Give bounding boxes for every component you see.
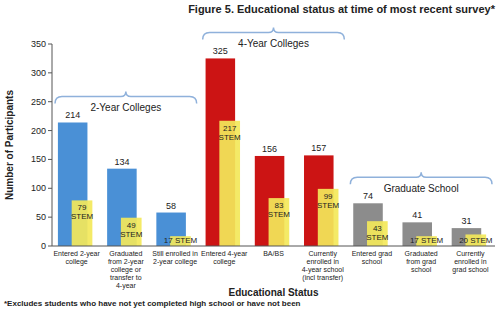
y-axis-title: Number of Participants [4, 90, 15, 200]
x-tick-label-line: from grad [406, 258, 436, 266]
x-tick-label-line: 4-year school [302, 266, 344, 274]
x-tick-label-line: 4-year [116, 282, 137, 290]
stem-label-line: 49 [127, 221, 136, 230]
stem-label: 20 STEM [459, 236, 493, 245]
x-tick-label: Entered 2-yearcollege [53, 250, 100, 266]
y-axis [52, 44, 53, 246]
x-tick-label-line: enrolled in [454, 258, 486, 265]
x-tick-label: BA/BS [263, 250, 284, 257]
x-tick-label-line: enrolled in [307, 258, 339, 265]
x-tick-label-line: Graduated [109, 250, 142, 257]
y-tick [48, 159, 52, 160]
group-label: 2-Year Colleges [90, 102, 161, 113]
x-tick-label: Still enrolled in2-year college [152, 250, 198, 266]
data-label: 157 [311, 143, 326, 153]
x-tick-label-line: college or [111, 266, 142, 274]
stem-label-line: 83 [274, 201, 283, 210]
stem-label: 43STEM [366, 224, 389, 242]
y-tick-label: 150 [31, 154, 46, 164]
data-label: 214 [65, 110, 80, 120]
stem-label-line: 217 [223, 124, 237, 133]
y-tick-label: 50 [36, 212, 46, 222]
stem-label-line: 99 [324, 192, 333, 201]
data-label: 325 [213, 46, 228, 56]
stem-label-line: STEM [268, 210, 291, 219]
x-tick-label-line: (incl transfer) [302, 274, 343, 282]
stem-label-line: STEM [317, 201, 340, 210]
stem-label: 17 STEM [164, 236, 198, 245]
stem-label-line: STEM [71, 212, 94, 221]
y-tick [48, 217, 52, 218]
group-label: 4-Year Colleges [238, 38, 309, 49]
x-tick-label-line: from 2-year [108, 258, 144, 266]
y-tick-label: 0 [41, 241, 46, 251]
stem-label: 83STEM [268, 201, 291, 219]
x-tick-label-line: 2-year college [153, 258, 197, 266]
x-tick-label-line: Currently [456, 250, 485, 258]
y-tick [48, 72, 52, 73]
stem-label: 99STEM [317, 192, 340, 210]
bars [58, 58, 486, 246]
x-tick-label: Currentlyenrolled in4-year school(incl t… [302, 250, 344, 282]
x-tick-label-line: Entered grad [352, 250, 393, 258]
data-label: 134 [114, 157, 129, 167]
data-label: 156 [262, 144, 277, 154]
data-label: 58 [166, 201, 176, 211]
x-tick-label-line: BA/BS [263, 250, 284, 257]
footnote: *Excludes students who have not yet comp… [4, 299, 301, 308]
stem-label-line: 43 [373, 224, 382, 233]
y-tick-label: 250 [31, 97, 46, 107]
x-tick-label-line: college [213, 258, 235, 266]
x-tick-label: Currentlyenrolled ingrad school [452, 250, 489, 274]
x-tick-label-line: Currently [309, 250, 338, 258]
data-label: 74 [363, 191, 373, 201]
stem-label-line: 79 [78, 203, 87, 212]
stem-label: 217STEM [219, 124, 242, 142]
y-tick-label: 300 [31, 68, 46, 78]
y-tick-label: 200 [31, 126, 46, 136]
x-tick-label-line: school [362, 258, 383, 265]
y-tick [48, 246, 52, 247]
y-tick [48, 188, 52, 189]
x-tick-label-line: transfer to [110, 274, 142, 281]
x-tick-label: Graduatedfrom 2-yearcollege ortransfer t… [108, 250, 144, 290]
x-axis [52, 246, 495, 247]
stem-label: 79STEM [71, 203, 94, 221]
x-tick-label-line: school [411, 266, 432, 273]
stem-bar [72, 200, 93, 246]
x-tick-label-line: grad school [452, 266, 489, 274]
stem-label: 49STEM [120, 221, 143, 239]
x-tick-label-line: Still enrolled in [152, 250, 198, 257]
stem-bar [269, 198, 290, 246]
group-label: Graduate School [384, 183, 459, 194]
x-tick-label-line: Entered 2-year [53, 250, 100, 258]
y-tick-label: 350 [31, 39, 46, 49]
x-tick-label: Graduatedfrom gradschool [405, 250, 438, 273]
y-tick [48, 130, 52, 131]
stem-label-line: STEM [219, 133, 242, 142]
y-tick-label: 100 [31, 183, 46, 193]
y-tick [48, 101, 52, 102]
x-tick-label-line: Graduated [405, 250, 438, 257]
chart: Figure 5. Educational status at time of … [0, 0, 500, 309]
data-label: 31 [461, 216, 471, 226]
x-tick-label: Entered 4-yearcollege [201, 250, 248, 266]
stem-bar [318, 189, 339, 246]
x-tick-label-line: Entered 4-year [201, 250, 248, 258]
y-tick [48, 44, 52, 45]
stem-label-line: STEM [366, 233, 389, 242]
stem-label-line: STEM [120, 230, 143, 239]
x-axis-title: Educational Status [228, 287, 318, 298]
stem-label: 17 STEM [410, 236, 444, 245]
data-label: 41 [412, 210, 422, 220]
x-tick-label: Entered gradschool [352, 250, 393, 265]
title: Figure 5. Educational status at time of … [188, 3, 496, 15]
x-tick-label-line: college [66, 258, 88, 266]
